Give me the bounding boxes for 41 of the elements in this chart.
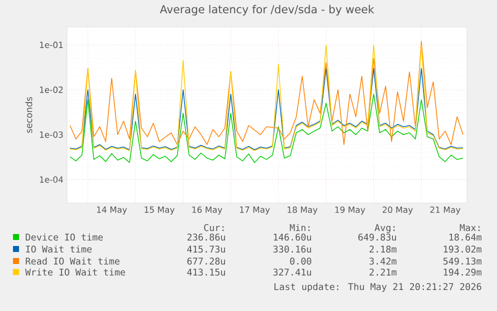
text: Last update: Thu May 21 20:21:27 2026	[274, 282, 482, 292]
x-tick-label: 19 May	[335, 206, 366, 215]
x-tick-label: 21 May	[430, 206, 460, 215]
y-tick-label: 1e-04	[40, 176, 63, 183]
y-tick-label: 1e-01	[40, 42, 63, 48]
text: 3.42m	[370, 258, 396, 265]
line-series	[70, 94, 464, 163]
text: 415.73u	[187, 246, 225, 253]
text: Max:	[460, 224, 480, 232]
y-tick-label: 1e-02	[40, 86, 63, 93]
text: Cur:	[204, 224, 224, 232]
text: 413.15u	[187, 268, 225, 276]
text: 2.21m	[370, 268, 396, 276]
x-tick-label: 16 May	[192, 206, 222, 215]
legend-label: Device IO time	[26, 233, 103, 241]
x-tick-label: 18 May	[288, 206, 318, 215]
chart-title: Average latency for /dev/sda - by week	[160, 4, 374, 16]
text: 649.83u	[358, 234, 396, 241]
legend-label: Read IO Wait time	[26, 257, 120, 265]
text: 677.28u	[187, 258, 225, 265]
text: 327.41u	[273, 268, 311, 276]
text: 2.18m	[370, 246, 396, 253]
y-axis-title: seconds	[25, 97, 32, 133]
text: Avg:	[374, 224, 395, 233]
text: 194.29m	[444, 268, 482, 276]
x-tick-label: 20 May	[382, 206, 413, 215]
legend-label: Write IO Wait time	[25, 268, 126, 276]
line-series	[70, 68, 464, 150]
legend-label: IO Wait time	[26, 245, 92, 253]
text: 146.60u	[274, 234, 311, 241]
x-tick-label: 17 May	[240, 206, 270, 214]
text: 330.16u	[273, 246, 311, 253]
y-tick-label: 1e-03	[40, 131, 63, 138]
text: 18.64m	[449, 234, 482, 241]
x-tick-label: 15 May	[144, 206, 175, 214]
text: 236.86u	[187, 234, 225, 241]
x-tick-label: 14 May	[97, 206, 127, 214]
text: Min:	[290, 224, 310, 231]
text: 0.00	[290, 258, 312, 265]
text: 549.13m	[443, 258, 482, 265]
text: 193.02m	[444, 246, 482, 253]
